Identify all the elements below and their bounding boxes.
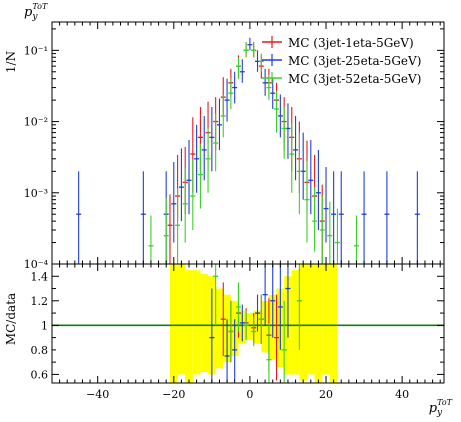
x-tick-label: −40 (86, 388, 109, 401)
legend-label: MC (3jet-52eta-5GeV) (288, 72, 421, 86)
band-segment (177, 264, 186, 375)
x-axis-label: pyToT (429, 398, 453, 418)
band-segment (306, 264, 315, 375)
band-segment (329, 264, 338, 383)
band-segment (314, 264, 323, 383)
axes (51, 21, 445, 384)
ratio-series-2-marks (209, 264, 291, 383)
x-tick-label: 20 (319, 388, 333, 401)
y-tick-label: 10⁻⁴ (24, 258, 49, 271)
x-tick-label: −20 (162, 388, 185, 401)
y-tick-label: 10⁻² (24, 116, 48, 129)
ratio-y-tick-label: 1 (41, 319, 48, 332)
ratio-y-tick-label: 0.8 (31, 344, 49, 357)
band-segment (200, 273, 209, 372)
ratio-frame (51, 263, 445, 384)
band-segment (246, 313, 254, 341)
legend-label: MC (3jet-1eta-5GeV) (288, 36, 414, 50)
ratio-y-tick-label: 1.4 (31, 270, 49, 283)
ratio-y-axis-label: MC/data (4, 293, 18, 345)
x-tick-label: 0 (246, 388, 253, 401)
ratio-y-tick-label: 1.2 (31, 295, 49, 308)
y-tick-label: 10⁻³ (24, 187, 48, 200)
x-tick-label: 40 (395, 388, 409, 401)
band-segment (322, 264, 330, 375)
band-segment (215, 288, 224, 369)
y-tick-label: 10⁻¹ (24, 44, 48, 57)
ratio-panel-marks (52, 264, 444, 383)
band-segment (192, 270, 201, 375)
chart-text: 10⁻¹ 10⁻² 10⁻³ 10⁻⁴ −40 −20 0 20 40 0.6 0.8 1 1.2 1.4… (4, 2, 453, 418)
legend-label: MC (3jet-25eta-5GeV) (288, 54, 421, 68)
band-segment (261, 300, 269, 353)
chart-title: pyToT (24, 2, 48, 22)
band-segment (185, 270, 193, 383)
band-segment (299, 264, 307, 381)
series-3-marks (148, 42, 359, 264)
main-panel-marks (76, 37, 420, 264)
ratio-y-tick-label: 0.6 (31, 368, 49, 381)
legend: MC (3jet-1eta-5GeV) MC (3jet-25eta-5GeV) M… (262, 36, 421, 86)
band-segment (291, 270, 300, 375)
y-axis-label: 1/N (4, 51, 18, 73)
band-segment (169, 264, 178, 383)
